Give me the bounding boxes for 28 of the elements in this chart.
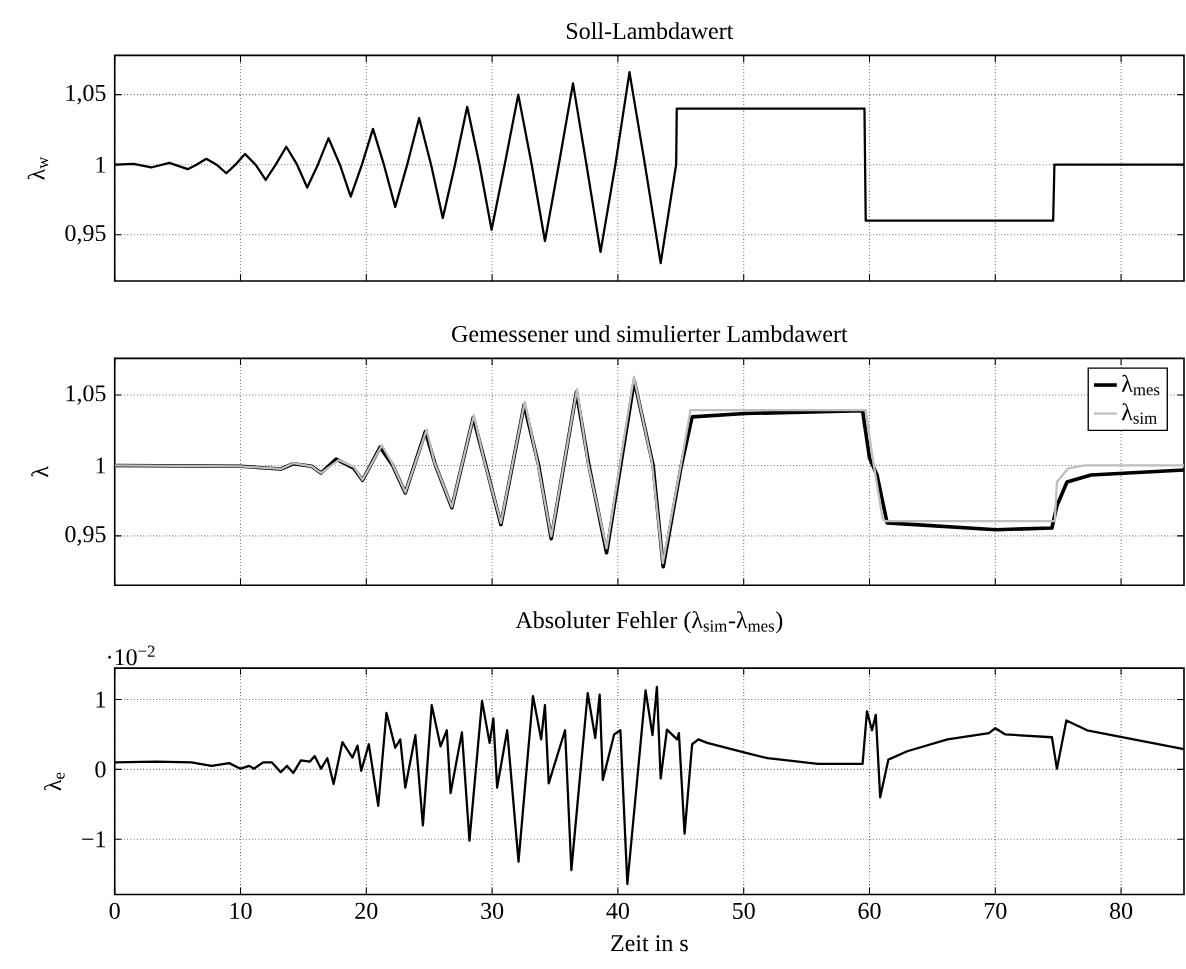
y-tick-label: 1 xyxy=(96,156,105,173)
y-tick-label: 0 xyxy=(95,761,106,778)
x-tick-label: 20 xyxy=(355,902,378,919)
x-tick-label: 60 xyxy=(858,902,881,919)
x-tick-label: 70 xyxy=(984,902,1007,919)
x-axis-title: Zeit in s xyxy=(611,935,688,952)
y-tick-label: 1 xyxy=(96,457,105,474)
x-tick-label: 40 xyxy=(606,902,629,919)
x-tick-label: 10 xyxy=(230,902,252,919)
y-axis-title: λ$_{e}$ xyxy=(44,772,65,791)
y-axis-title: λ xyxy=(31,466,49,477)
y-axis-title: λ$_{w}$ xyxy=(27,156,49,180)
y-tick-label: 0,95 xyxy=(65,224,106,245)
x-tick-label: 30 xyxy=(481,902,504,919)
y-tick-label: 1,05 xyxy=(66,385,106,405)
y-tick-label: −1 xyxy=(82,831,105,848)
x-tick-label: 80 xyxy=(1110,902,1133,919)
y-tick-label: 1 xyxy=(96,691,105,708)
text: ·10$^{−2}$ xyxy=(108,645,155,666)
x-tick-label: 50 xyxy=(733,902,755,919)
y-tick-label: 0,95 xyxy=(65,526,106,546)
legend-label: λ$_{sim}$ xyxy=(1121,403,1157,424)
legend-label: λ$_{mes}$ xyxy=(1121,374,1160,396)
x-tick-label: 0 xyxy=(109,902,120,919)
y-tick-label: 1,05 xyxy=(66,84,106,105)
chart-title: Absoluter Fehler (λ$_{sim}$-λ$_{mes}$) xyxy=(515,611,783,634)
chart-title: Gemessener und simulierter Lambdawert xyxy=(452,325,848,343)
chart-title: Soll-Lambdawert xyxy=(566,22,734,40)
